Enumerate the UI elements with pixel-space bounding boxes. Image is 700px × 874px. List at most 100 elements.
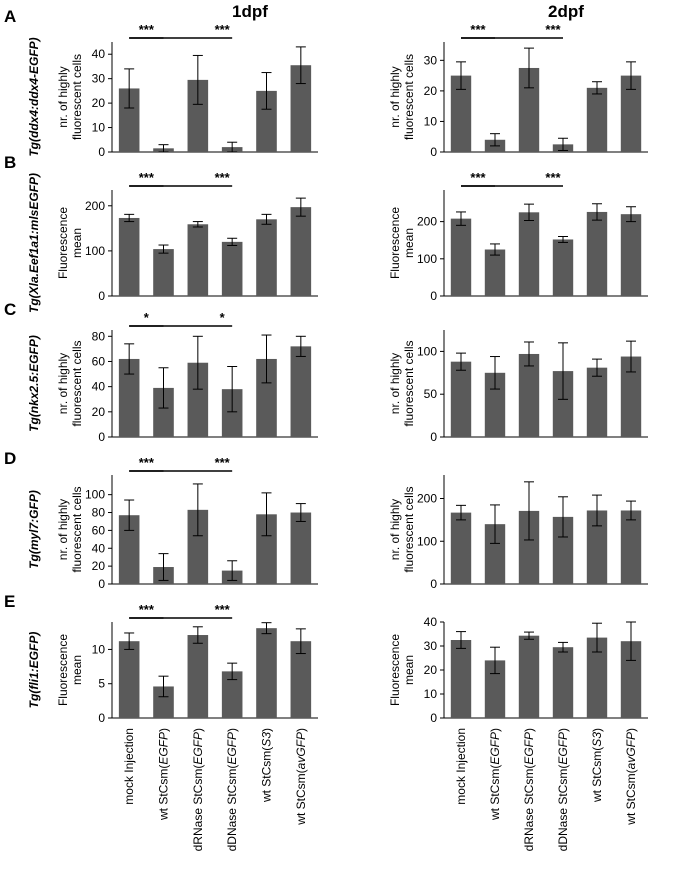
y-tick-label: 5 [98,677,105,691]
bar-5 [290,512,312,584]
category-label-1-4: wt StCsm(S3) [590,728,604,803]
category-labels-group: mock Injection wt StCsm(EGFP) dRNase StCsm… [122,728,638,851]
y-axis-label: Fluorescence [56,634,70,706]
significance-label-0: *** [470,170,486,185]
y-axis-label: Fluorescence [388,634,402,706]
bar-2 [518,212,540,296]
significance-label-1: * [220,310,226,325]
category-label-1-5: wt StCsm(avGFP) [624,728,638,826]
bar-0 [450,218,472,296]
y-axis-label: nr. of highly [56,499,70,560]
significance-label-0: *** [470,22,486,37]
y-tick-label: 100 [417,252,437,266]
y-tick-label: 100 [85,244,105,258]
panel-letter-C: C [4,300,16,319]
y-axis-label: fluorescent cells [70,486,84,572]
y-axis-label: fluorescent cells [70,340,84,426]
y-tick-label: 0 [430,711,437,725]
bar-2 [187,224,209,296]
bar-5 [290,346,312,437]
bar-0 [450,75,472,152]
y-tick-label: 20 [92,559,106,573]
category-label-0-5: wt StCsm(avGFP) [294,728,308,826]
bar-1 [153,387,174,437]
y-axis-label: mean [402,228,416,258]
row-label-C: Tg(nkx2.5:EGFP) [27,335,41,432]
panel-letter-E: E [4,592,15,611]
y-axis-label: nr. of highly [388,499,402,560]
y-tick-label: 0 [430,430,437,444]
bar-4 [586,637,608,718]
bar-5 [290,207,312,296]
bar-4 [256,90,277,152]
significance-label-1: *** [215,170,231,185]
panel-C-2dpf: 0 50 100 nr. of highly fluorescent cells [388,330,648,444]
bar-0 [450,640,472,718]
y-tick-label: 20 [424,84,438,98]
bar-4 [256,219,277,296]
y-tick-label: 20 [92,405,106,419]
y-tick-label: 10 [92,642,106,656]
panel-letter-B: B [4,153,16,172]
y-tick-label: 10 [424,687,438,701]
significance-label-1: *** [215,602,231,617]
bar-5 [620,356,642,437]
y-tick-label: 40 [92,541,106,555]
bar-2 [518,353,540,437]
y-tick-label: 0 [430,577,437,591]
bar-0 [450,361,472,437]
y-tick-label: 60 [92,523,106,537]
column-title-2dpf: 2dpf [548,2,584,21]
y-axis-label: mean [70,228,84,258]
y-tick-label: 10 [92,121,106,135]
category-label-0-2: dRNase StCsm(EGFP) [191,728,205,851]
y-axis-label: nr. of highly [388,66,402,127]
y-tick-label: 80 [92,329,106,343]
y-tick-label: 40 [92,47,106,61]
y-tick-label: 0 [98,289,105,303]
y-axis-label: Fluorescence [56,207,70,279]
y-tick-label: 50 [424,387,438,401]
y-tick-label: 30 [424,53,438,67]
y-axis-label: fluorescent cells [70,54,84,140]
bar-2 [518,510,540,584]
bar-2 [187,509,209,584]
bar-4 [586,211,608,296]
bar-3 [221,389,243,437]
bar-0 [118,217,140,296]
significance-label-0: *** [139,22,155,37]
y-axis-label: nr. of highly [388,353,402,414]
category-label-0-1: wt StCsm(EGFP) [157,728,171,821]
category-label-1-1: wt StCsm(EGFP) [488,728,502,821]
y-tick-label: 0 [430,289,437,303]
y-tick-label: 80 [92,506,106,520]
y-axis-label: mean [70,655,84,685]
bar-0 [118,88,140,152]
bar-5 [290,65,312,152]
y-tick-label: 200 [417,215,437,229]
y-tick-label: 100 [417,344,437,358]
category-label-0-4: wt StCsm(S3) [260,728,274,803]
y-tick-label: 40 [424,615,438,629]
y-tick-label: 10 [424,114,438,128]
y-axis-label: nr. of highly [56,66,70,127]
panel-D-2dpf: 0 100 200 nr. of highly fluorescent cells [388,475,648,591]
bar-1 [484,372,506,437]
bar-0 [118,641,140,718]
bar-2 [187,79,209,152]
bar-2 [187,362,209,437]
y-tick-label: 100 [417,534,437,548]
panel-A-1dpf: 0 10 20 30 40 nr. of highly fluorescent cells *… [4,7,318,159]
row-label-E: Tg(fli1:EGFP) [27,632,41,709]
bar-5 [620,75,642,152]
category-label-1-0: mock Injection [454,728,468,805]
y-tick-label: 200 [85,199,105,213]
y-tick-label: 30 [424,639,438,653]
bar-4 [586,87,608,152]
panel-B-2dpf: 0 100 200 Fluorescence mean *** *** [388,170,648,303]
y-axis-label: mean [402,655,416,685]
bar-4 [586,367,608,437]
y-axis-label: Fluorescence [388,207,402,279]
